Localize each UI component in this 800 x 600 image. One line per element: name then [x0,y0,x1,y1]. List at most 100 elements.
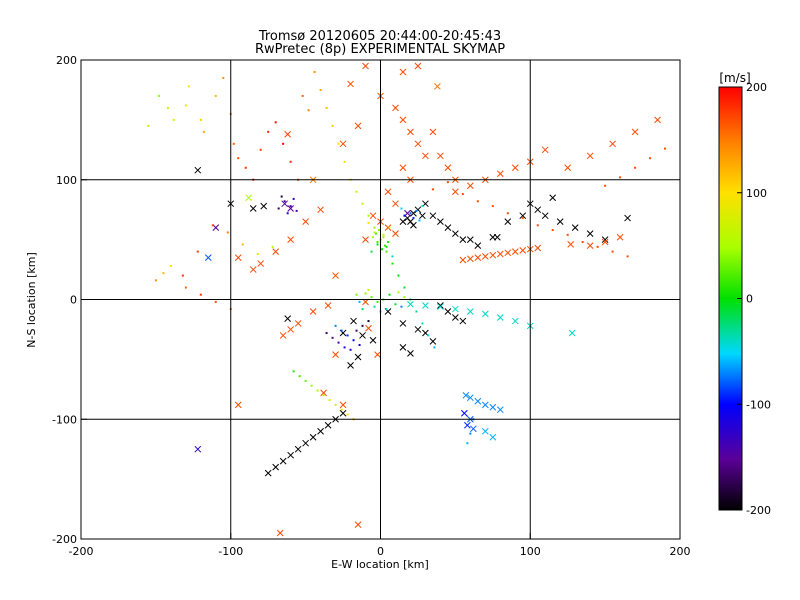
scatter-point-cross [287,451,295,459]
scatter-point-cross [452,305,459,313]
colorbar-tick-label: 0 [746,293,753,306]
scatter-point-dot [292,197,295,200]
scatter-point-dot [386,241,389,244]
colorbar-label: [m/s] [719,71,750,85]
y-tick-label: -100 [52,413,77,426]
scatter-point-cross [519,212,527,220]
scatter-point-cross [496,314,504,321]
scatter-point-dot [355,329,358,332]
scatter-point-cross [534,206,542,214]
scatter-point-dot [331,124,334,127]
scatter-point-dot [214,94,217,97]
grid-lines [81,60,680,539]
scatter-point-dot [157,94,160,97]
scatter-point-dot [596,245,599,248]
scatter-point-cross [466,255,474,263]
scatter-point-dot [202,130,205,133]
scatter-point-cross [462,391,470,399]
y-tick-label: 200 [56,54,77,67]
scatter-point-dot [388,293,391,296]
scatter-point-cross [369,212,377,220]
scatter-point-dot [361,202,364,205]
scatter-point-dot [626,255,629,258]
scatter-point-cross [429,128,437,136]
scatter-point-dot [280,195,283,198]
scatter-point-cross [452,230,459,237]
scatter-point-dot [282,142,285,145]
scatter-point-dot [446,181,449,184]
scatter-point-dot [418,219,421,222]
scatter-point-dot [385,308,388,311]
scatter-point-dot [403,286,406,289]
scatter-point-dot [328,399,331,402]
scatter-point-cross [444,224,452,232]
scatter-point-dot [325,332,328,335]
x-tick-label: 200 [670,545,691,558]
scatter-point-dot [184,286,187,289]
scatter-point-dot [391,262,394,265]
scatter-point-cross [434,82,441,90]
scatter-point-cross [392,230,399,237]
scatter-point-dot [226,231,229,234]
scatter-point-cross [392,104,399,112]
scatter-point-cross [556,218,564,226]
scatter-point-cross [541,146,549,154]
chart-subtitle: RwPretec (8p) EXPERIMENTAL SKYMAP [255,42,505,57]
scatter-point-cross [272,248,280,255]
scatter-point-dot [461,193,464,196]
scatter-point-cross [354,521,362,528]
scatter-point-dot [169,264,172,267]
scatter-point-dot [376,300,379,303]
scatter-point-cross [347,362,354,369]
scatter-point-cross [276,529,284,537]
scatter-point-cross [302,439,309,447]
scatter-point-cross [399,68,407,76]
scatter-point-dot [604,184,607,187]
scatter-point-dot [325,106,328,109]
scatter-point-cross [493,233,501,241]
scatter-point-cross [414,326,422,333]
scatter-point-cross [549,194,557,202]
scatter-point-cross [320,389,327,397]
chart-title: Tromsø 20120605 20:44:00-20:45:43 [258,29,501,44]
scatter-point-dot [373,231,376,234]
scatter-point-dot [184,104,187,107]
scatter-point-cross [339,401,347,409]
scatter-point-dot [431,188,434,191]
scatter-point-cross [489,403,497,411]
scatter-point-cross [294,320,302,327]
scatter-point-cross [489,251,497,259]
scatter-point-dot [551,229,554,232]
scatter-point-dot [469,432,472,435]
scatter-point-dot [415,209,418,212]
scatter-point-dot [373,305,376,308]
scatter-point-cross [459,236,467,243]
scatter-point-cross [369,336,377,344]
x-tick-label: -200 [69,545,94,558]
scatter-point-cross [399,116,407,124]
scatter-point-cross [414,140,422,148]
scatter-point-dot [292,370,295,373]
x-tick-label: -100 [218,545,243,558]
scatter-point-cross [474,397,482,405]
scatter-point-cross [452,188,459,196]
scatter-point-dot [376,241,379,244]
scatter-point-cross [287,236,295,243]
scatter-point-cross [464,421,471,429]
scatter-point-dot [403,214,406,217]
scatter-point-cross [384,224,392,232]
scatter-point-cross [624,214,631,222]
scatter-point-dot [391,255,394,258]
scatter-point-cross [284,130,292,138]
scatter-point-cross [279,332,287,339]
scatter-point-dot [343,346,346,349]
data-points [147,62,667,537]
scatter-point-cross [194,166,202,174]
scatter-point-dot [382,233,385,236]
scatter-point-cross [309,433,317,441]
scatter-point-dot [222,76,225,79]
scatter-point-cross [586,230,594,237]
scatter-point-cross [474,254,482,261]
scatter-point-dot [491,205,494,208]
scatter-point-dot [427,334,430,337]
